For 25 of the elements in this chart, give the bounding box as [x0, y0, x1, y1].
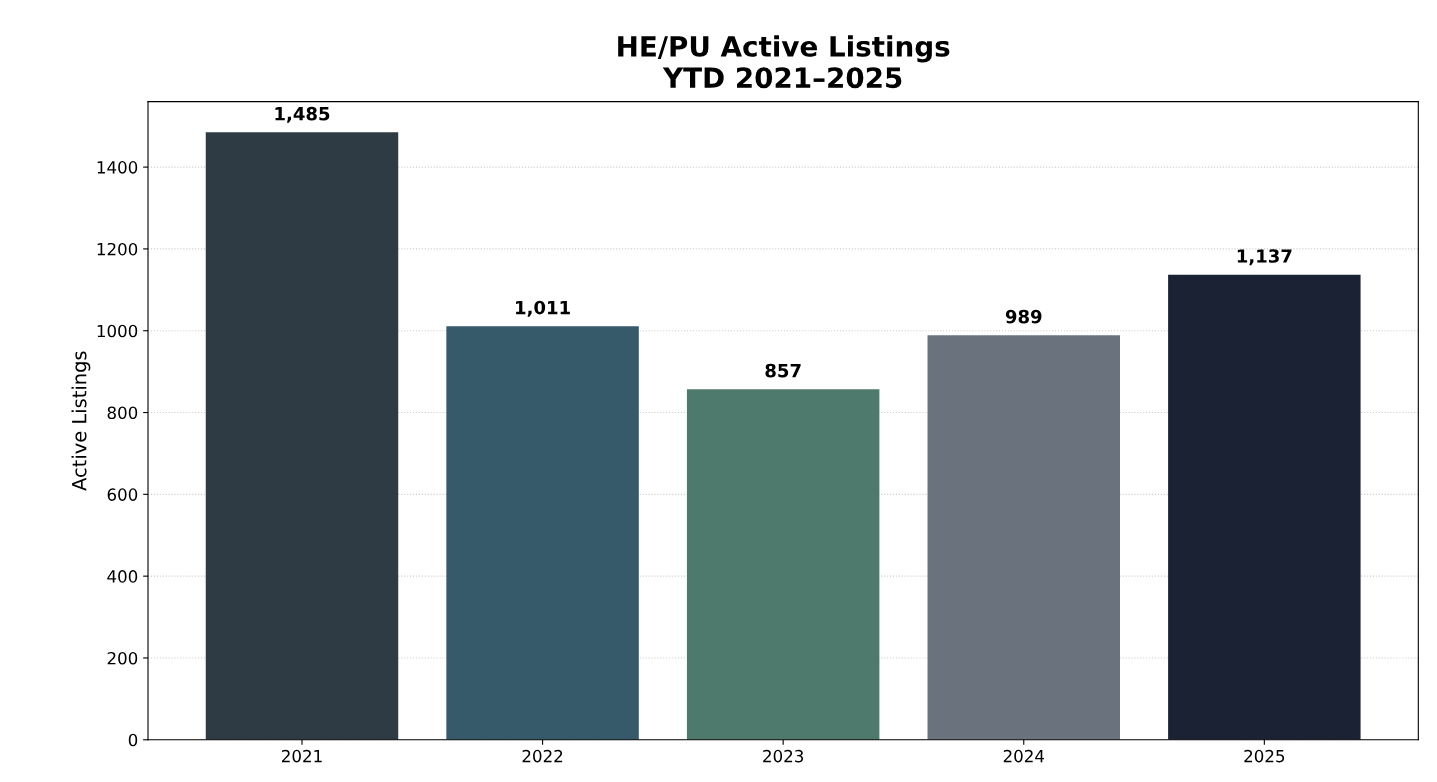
- y-tick-label: 200: [107, 651, 138, 665]
- y-tick-label: 1200: [97, 242, 138, 256]
- x-tick-label: 2022: [522, 749, 563, 763]
- y-tick-label: 1000: [97, 324, 138, 338]
- data-label: 1,011: [516, 300, 570, 317]
- x-tick-label: 2024: [1003, 749, 1045, 763]
- y-tick-label: 600: [107, 488, 138, 501]
- y-tick-label: 0: [128, 733, 138, 747]
- bar: [1168, 274, 1361, 740]
- x-tick-label: 2021: [282, 749, 322, 763]
- x-tick-label: 2023: [763, 749, 804, 763]
- data-label: 1,485: [275, 106, 330, 123]
- y-tick-label: 800: [107, 406, 138, 420]
- bar: [205, 132, 399, 740]
- y-axis-title: Active Listings: [71, 351, 91, 491]
- data-label: 857: [765, 363, 801, 378]
- chart-title: HE/PU Active Listings YTD 2021–2025: [618, 35, 950, 89]
- y-tick-label: 400: [107, 570, 138, 583]
- x-tick-label: 2025: [1244, 749, 1285, 763]
- bar: [446, 326, 639, 740]
- data-label: 1,137: [1237, 249, 1292, 266]
- bar: [686, 389, 880, 740]
- data-label: 989: [1005, 309, 1042, 324]
- bar: [927, 335, 1120, 740]
- y-tick-label: 1400: [97, 161, 138, 174]
